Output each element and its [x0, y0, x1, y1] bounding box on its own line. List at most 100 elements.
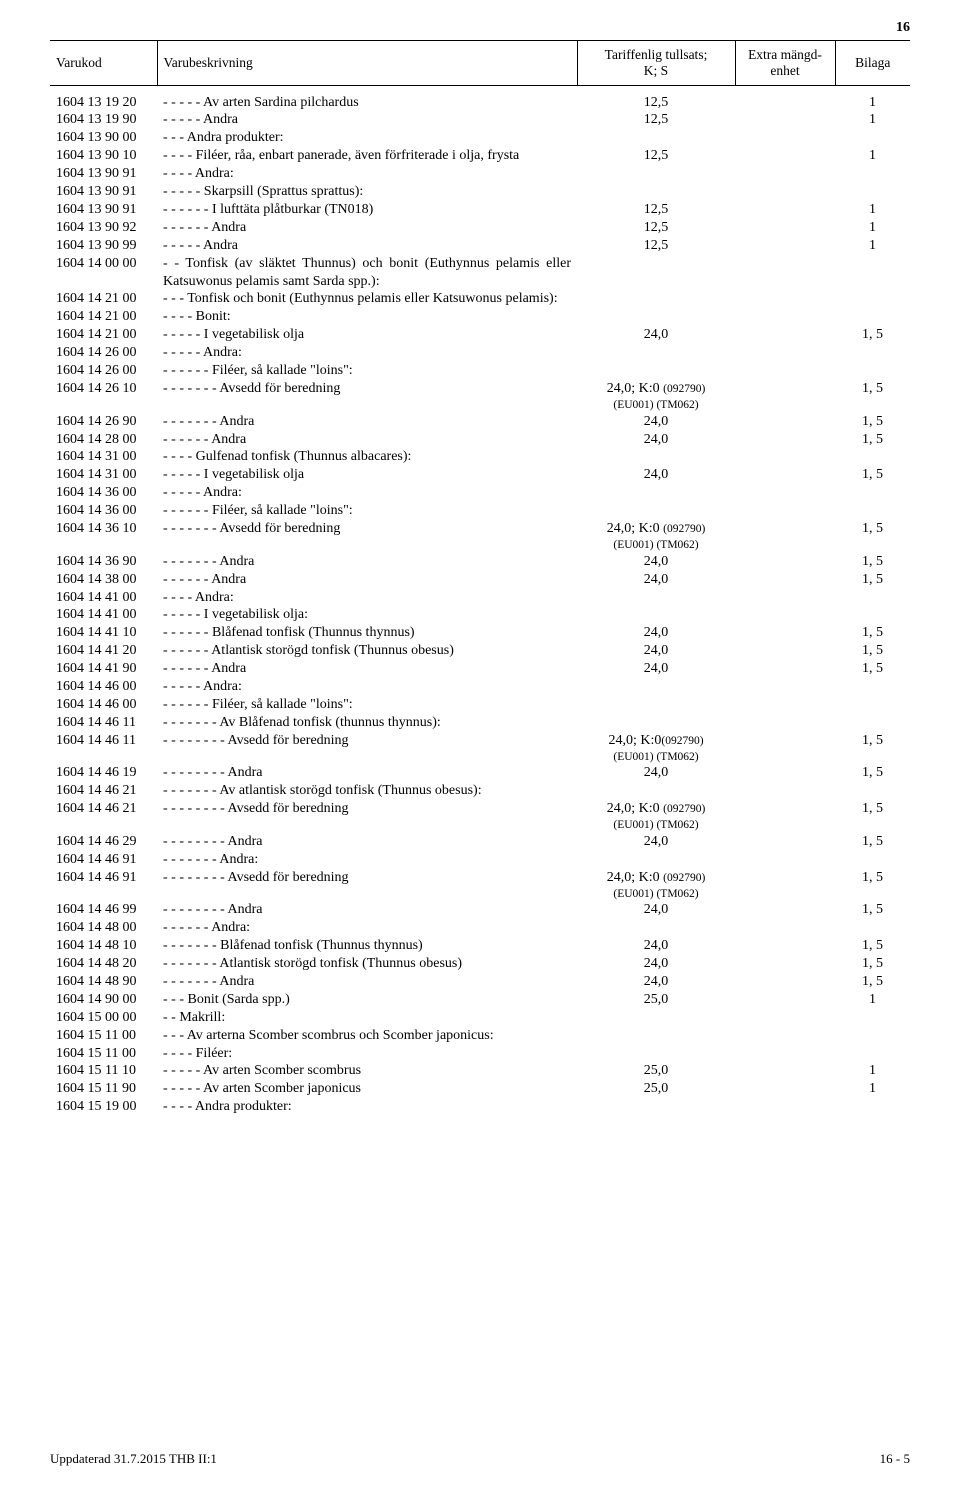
- cell-extraenhet: [735, 678, 835, 696]
- cell-extraenhet: [735, 326, 835, 344]
- footer-right: 16 - 5: [880, 1451, 910, 1467]
- cell-bilaga: [835, 129, 910, 147]
- cell-tullsats: 24,0; K:0(092790)(EU001) (TM062): [577, 732, 735, 765]
- cell-extraenhet: [735, 165, 835, 183]
- cell-extraenhet: [735, 111, 835, 129]
- cell-varukod: 1604 14 28 00: [50, 431, 157, 449]
- cell-varukod: 1604 14 36 90: [50, 553, 157, 571]
- cell-tullsats: 24,0: [577, 571, 735, 589]
- cell-beskrivning: - - - - - - - - Andra: [157, 764, 577, 782]
- cell-varukod: 1604 14 31 00: [50, 466, 157, 484]
- cell-beskrivning: - - - - - I vegetabilisk olja:: [157, 606, 577, 624]
- cell-tullsats: 24,0: [577, 553, 735, 571]
- cell-beskrivning: - - - - - - Andra: [157, 571, 577, 589]
- cell-beskrivning: - - - - Bonit:: [157, 308, 577, 326]
- cell-beskrivning: - - Makrill:: [157, 1009, 577, 1027]
- cell-beskrivning: - - - - - - - - Andra: [157, 901, 577, 919]
- rate-line-1: 24,0; K:0 (092790): [583, 800, 729, 818]
- cell-beskrivning: - - - Tonfisk och bonit (Euthynnus pelam…: [157, 290, 577, 308]
- cell-beskrivning: - - - - - Av arten Scomber scombrus: [157, 1062, 577, 1080]
- table-row: 1604 14 48 10- - - - - - - Blåfenad tonf…: [50, 937, 910, 955]
- cell-bilaga: 1, 5: [835, 553, 910, 571]
- cell-tullsats: [577, 1098, 735, 1116]
- table-header: Varukod Varubeskrivning Tariffenlig tull…: [50, 41, 910, 86]
- cell-tullsats: [577, 502, 735, 520]
- cell-extraenhet: [735, 955, 835, 973]
- table-row: 1604 13 90 00- - - Andra produkter:: [50, 129, 910, 147]
- cell-beskrivning: - - - - Andra:: [157, 165, 577, 183]
- cell-bilaga: 1, 5: [835, 800, 910, 833]
- cell-varukod: 1604 14 48 90: [50, 973, 157, 991]
- table-row: 1604 14 41 90- - - - - - Andra24,01, 5: [50, 660, 910, 678]
- cell-tullsats: 12,5: [577, 237, 735, 255]
- cell-extraenhet: [735, 973, 835, 991]
- cell-tullsats: 24,0; K:0 (092790)(EU001) (TM062): [577, 800, 735, 833]
- cell-beskrivning: - - - Bonit (Sarda spp.): [157, 991, 577, 1009]
- cell-beskrivning: - - - - Filéer, råa, enbart panerade, äv…: [157, 147, 577, 165]
- cell-tullsats: 12,5: [577, 94, 735, 112]
- cell-bilaga: [835, 308, 910, 326]
- table-row: 1604 13 90 99- - - - - Andra12,51: [50, 237, 910, 255]
- cell-tullsats: [577, 696, 735, 714]
- cell-extraenhet: [735, 1098, 835, 1116]
- cell-tullsats: 25,0: [577, 1080, 735, 1098]
- cell-tullsats: [577, 448, 735, 466]
- cell-bilaga: [835, 696, 910, 714]
- cell-tullsats: [577, 1045, 735, 1063]
- cell-tullsats: 24,0; K:0 (092790)(EU001) (TM062): [577, 520, 735, 553]
- cell-bilaga: [835, 255, 910, 291]
- cell-extraenhet: [735, 833, 835, 851]
- cell-extraenhet: [735, 1045, 835, 1063]
- cell-varukod: 1604 13 90 99: [50, 237, 157, 255]
- cell-varukod: 1604 14 41 20: [50, 642, 157, 660]
- cell-varukod: 1604 14 21 00: [50, 308, 157, 326]
- table-row: 1604 14 41 00- - - - - I vegetabilisk ol…: [50, 606, 910, 624]
- cell-bilaga: [835, 714, 910, 732]
- cell-varukod: 1604 14 21 00: [50, 290, 157, 308]
- table-row: 1604 15 19 00- - - - Andra produkter:: [50, 1098, 910, 1116]
- cell-bilaga: [835, 290, 910, 308]
- table-row: 1604 15 11 00- - - - Filéer:: [50, 1045, 910, 1063]
- cell-beskrivning: - - - - - - - - Avsedd för beredning: [157, 732, 577, 765]
- table-body: 1604 13 19 20- - - - - Av arten Sardina …: [50, 86, 910, 1117]
- cell-varukod: 1604 13 90 10: [50, 147, 157, 165]
- cell-beskrivning: - - - - - - - Avsedd för beredning: [157, 380, 577, 413]
- cell-beskrivning: - - - - Gulfenad tonfisk (Thunnus albaca…: [157, 448, 577, 466]
- cell-beskrivning: - - - - - - - Andra: [157, 413, 577, 431]
- cell-varukod: 1604 14 26 90: [50, 413, 157, 431]
- cell-varukod: 1604 14 46 00: [50, 696, 157, 714]
- cell-bilaga: 1, 5: [835, 466, 910, 484]
- cell-bilaga: 1, 5: [835, 937, 910, 955]
- cell-beskrivning: - - - - - Av arten Sardina pilchardus: [157, 94, 577, 112]
- cell-tullsats: 24,0: [577, 937, 735, 955]
- table-row: 1604 14 46 00- - - - - - Filéer, så kall…: [50, 696, 910, 714]
- cell-tullsats: 25,0: [577, 1062, 735, 1080]
- cell-bilaga: [835, 1098, 910, 1116]
- cell-varukod: 1604 13 90 91: [50, 183, 157, 201]
- cell-bilaga: [835, 606, 910, 624]
- cell-beskrivning: - - - - - - Filéer, så kallade "loins":: [157, 362, 577, 380]
- table-row: 1604 14 46 11- - - - - - - Av Blåfenad t…: [50, 714, 910, 732]
- cell-beskrivning: - - - - - Andra:: [157, 344, 577, 362]
- cell-bilaga: [835, 502, 910, 520]
- header-bilaga: Bilaga: [835, 41, 910, 86]
- table-row: 1604 15 11 90- - - - - Av arten Scomber …: [50, 1080, 910, 1098]
- cell-beskrivning: - - - - - Andra: [157, 237, 577, 255]
- rate-line-1: 24,0; K:0 (092790): [583, 520, 729, 538]
- cell-beskrivning: - - - - - Andra:: [157, 484, 577, 502]
- cell-bilaga: [835, 678, 910, 696]
- cell-bilaga: [835, 165, 910, 183]
- cell-varukod: 1604 14 46 11: [50, 714, 157, 732]
- cell-varukod: 1604 14 41 10: [50, 624, 157, 642]
- cell-beskrivning: - - - - - - - - Avsedd för beredning: [157, 800, 577, 833]
- cell-varukod: 1604 14 46 11: [50, 732, 157, 765]
- cell-tullsats: [577, 290, 735, 308]
- table-row: 1604 13 90 91- - - - - - I lufttäta plåt…: [50, 201, 910, 219]
- table-row: 1604 14 46 00- - - - - Andra:: [50, 678, 910, 696]
- cell-extraenhet: [735, 502, 835, 520]
- cell-tullsats: [577, 165, 735, 183]
- table-row: 1604 14 26 90- - - - - - - Andra24,01, 5: [50, 413, 910, 431]
- table-row: 1604 14 46 11- - - - - - - - Avsedd för …: [50, 732, 910, 765]
- cell-varukod: 1604 13 19 20: [50, 94, 157, 112]
- cell-tullsats: [577, 344, 735, 362]
